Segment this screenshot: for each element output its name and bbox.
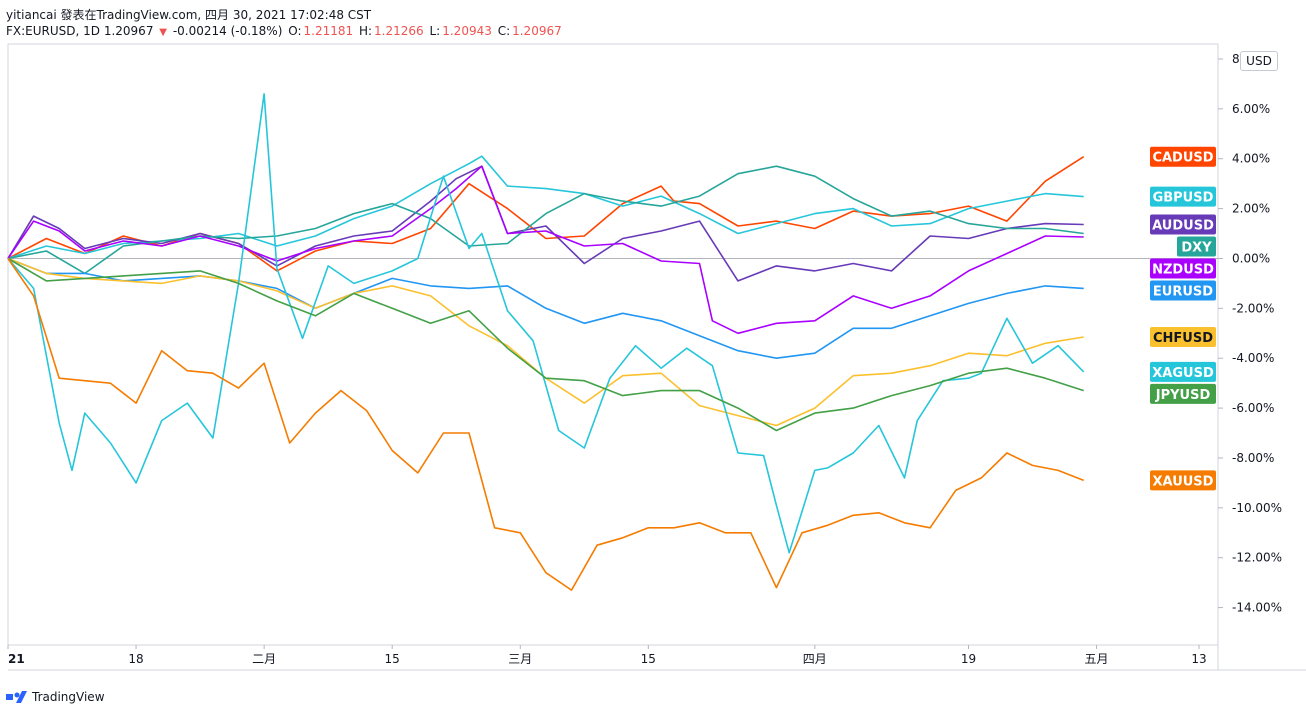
x-tick-label: 四月 bbox=[803, 652, 827, 666]
series-label-jpyusd: JPYUSD bbox=[1150, 383, 1216, 404]
x-tick-label: 二月 bbox=[252, 652, 276, 666]
y-tick-label: -2.00% bbox=[1232, 301, 1274, 315]
series-line-chfusd bbox=[7, 257, 1084, 427]
x-tick-label: 13 bbox=[1191, 652, 1206, 666]
open-value: 1.21181 bbox=[303, 24, 354, 38]
series-label-bg bbox=[1150, 280, 1216, 301]
symbol-label: FX:EURUSD, 1D 1.20967 bbox=[6, 24, 154, 38]
y-tick-label: -8.00% bbox=[1232, 451, 1274, 465]
series-label-text: CHFUSD bbox=[1153, 331, 1213, 346]
tradingview-logo: TradingView bbox=[6, 690, 105, 704]
series-line-xauusd bbox=[7, 258, 1084, 591]
series-label-bg bbox=[1150, 146, 1216, 167]
high-value: 1.21266 bbox=[374, 24, 424, 38]
series-label-text: EURUSD bbox=[1153, 285, 1213, 300]
series-label-text: XAUUSD bbox=[1153, 474, 1214, 489]
down-triangle-icon: ▼ bbox=[159, 27, 167, 38]
series-line-nzdusd bbox=[7, 165, 1084, 335]
series-label-bg bbox=[1150, 383, 1216, 404]
y-tick-label: -6.00% bbox=[1232, 401, 1274, 415]
x-tick-label: 15 bbox=[385, 652, 400, 666]
x-tick-label: 21 bbox=[8, 652, 25, 666]
series-label-text: JPYUSD bbox=[1155, 388, 1211, 403]
low-label: L: bbox=[429, 24, 441, 38]
series-label-text: CADUSD bbox=[1152, 151, 1213, 166]
x-tick-label: 15 bbox=[641, 652, 656, 666]
series-label-dxy: DXY bbox=[1177, 236, 1216, 257]
y-tick-label: -12.00% bbox=[1232, 551, 1282, 565]
series-label-xagusd: XAGUSD bbox=[1150, 361, 1216, 382]
branding-text: TradingView bbox=[32, 690, 105, 704]
series-label-bg bbox=[1150, 214, 1216, 235]
series-line-xagusd bbox=[7, 93, 1085, 554]
symbol-info: FX:EURUSD, 1D 1.20967 ▼ -0.00214 (-0.18%… bbox=[6, 24, 564, 38]
series-label-nzdusd: NZDUSD bbox=[1150, 258, 1216, 279]
high-label: H: bbox=[358, 24, 373, 38]
series-line-gbpusd bbox=[7, 155, 1084, 260]
close-value: 1.20967 bbox=[512, 24, 562, 38]
series-label-bg bbox=[1150, 327, 1216, 348]
series-label-cadusd: CADUSD bbox=[1150, 146, 1216, 167]
series-label-text: NZDUSD bbox=[1152, 263, 1214, 278]
series-label-gbpusd: GBPUSD bbox=[1150, 186, 1216, 207]
y-tick-label: -14.00% bbox=[1232, 601, 1282, 615]
x-tick-label: 18 bbox=[128, 652, 143, 666]
close-label: C: bbox=[497, 24, 511, 38]
series-label-bg bbox=[1150, 361, 1216, 382]
series-label-text: GBPUSD bbox=[1153, 191, 1214, 206]
y-tick-label: -10.00% bbox=[1232, 501, 1282, 515]
currency-unit-button[interactable]: USD bbox=[1240, 51, 1278, 71]
series-label-xauusd: XAUUSD bbox=[1150, 470, 1216, 491]
series-label-bg bbox=[1150, 186, 1216, 207]
series-label-text: XAGUSD bbox=[1152, 366, 1214, 381]
series-line-jpyusd bbox=[7, 257, 1084, 432]
series-line-eurusd bbox=[7, 257, 1084, 360]
series-label-bg bbox=[1150, 258, 1216, 279]
x-tick-label: 三月 bbox=[508, 652, 532, 666]
chart-title: yitiancai 發表在TradingView.com, 四月 30, 202… bbox=[6, 8, 372, 22]
y-tick-label: 6.00% bbox=[1232, 102, 1270, 116]
series-label-bg bbox=[1150, 470, 1216, 491]
plot-frame bbox=[7, 43, 1219, 646]
y-tick-label: 2.00% bbox=[1232, 202, 1270, 216]
series-line-dxy bbox=[7, 165, 1084, 275]
series-label-chfusd: CHFUSD bbox=[1150, 327, 1216, 348]
y-tick-label: 0.00% bbox=[1232, 251, 1270, 265]
series-label-audusd: AUDUSD bbox=[1150, 214, 1216, 235]
tradingview-icon bbox=[6, 691, 27, 703]
open-label: O: bbox=[288, 24, 302, 38]
series-label-eurusd: EURUSD bbox=[1150, 280, 1216, 301]
series-label-bg bbox=[1177, 236, 1216, 257]
low-value: 1.20943 bbox=[442, 24, 492, 38]
series-label-text: AUDUSD bbox=[1152, 219, 1214, 234]
y-tick-label: -4.00% bbox=[1232, 351, 1274, 365]
change-value: -0.00214 (-0.18%) bbox=[172, 24, 283, 38]
x-tick-label: 19 bbox=[961, 652, 976, 666]
y-tick-label: 4.00% bbox=[1232, 152, 1270, 166]
series-label-text: DXY bbox=[1181, 241, 1212, 256]
x-tick-label: 五月 bbox=[1085, 652, 1109, 666]
